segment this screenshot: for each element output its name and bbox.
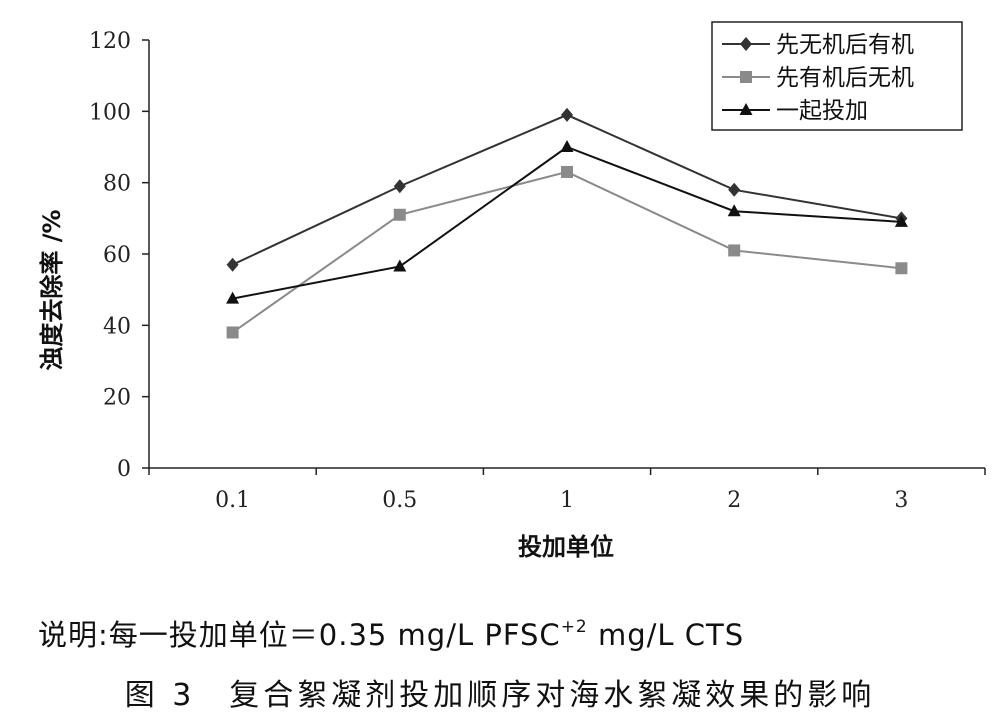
chart-note: 说明:每一投加单位＝0.35 mg/L PFSC+2 mg/L CTS <box>38 612 988 654</box>
series-2 <box>226 165 908 339</box>
legend-label: 先有机后无机 <box>776 65 914 91</box>
series-3 <box>226 140 908 304</box>
x-axis-title: 投加单位 <box>518 533 614 561</box>
series-1 <box>226 107 908 272</box>
data-point <box>561 107 573 122</box>
note-superscript: +2 <box>560 617 588 637</box>
x-tick-label: 1 <box>560 488 574 513</box>
data-point <box>895 262 908 275</box>
series-line <box>232 113 902 266</box>
legend-label: 先无机后有机 <box>776 32 914 58</box>
y-tick-label: 120 <box>89 29 131 54</box>
note-prefix: 说明:每一投加单位＝0.35 mg/L PFSC <box>38 618 561 652</box>
x-tick-label: 0.1 <box>215 488 250 513</box>
data-point <box>560 140 574 152</box>
x-tick-label: 2 <box>727 488 741 513</box>
data-point <box>727 204 741 217</box>
y-tick-label: 80 <box>103 172 131 197</box>
data-point <box>894 214 908 227</box>
y-axis-title: 浊度去除率 /% <box>38 209 66 370</box>
y-tick-label: 0 <box>117 457 131 482</box>
series-layer <box>226 107 908 339</box>
x-tick-label: 3 <box>894 488 908 513</box>
data-point <box>393 208 406 221</box>
series-line <box>232 170 902 334</box>
figure-caption: 图 3 复合絮凝剂投加顺序对海水絮凝效果的影响 <box>124 678 876 713</box>
data-point <box>226 291 240 304</box>
line-chart: 0 20 40 60 80 100 120 0.1 0.5 1 2 3 先无机后有机先有机后无机一起投… <box>38 21 986 561</box>
chart-axes: 0 20 40 60 80 100 120 0.1 0.5 1 2 3 <box>89 29 986 513</box>
legend-marker <box>740 71 752 83</box>
legend-label: 一起投加 <box>776 98 868 124</box>
y-tick-label: 20 <box>103 386 131 411</box>
data-point <box>561 165 573 178</box>
y-tick-label: 60 <box>103 243 131 268</box>
legend-marker <box>739 103 753 115</box>
x-tick-label: 0.5 <box>382 488 417 513</box>
y-tick-label: 40 <box>103 314 131 339</box>
data-point <box>226 257 239 272</box>
legend-marker <box>740 37 752 51</box>
data-point <box>393 179 406 194</box>
y-tick-label: 100 <box>89 100 131 125</box>
note-suffix: mg/L CTS <box>587 618 745 652</box>
data-point <box>728 244 741 257</box>
data-point <box>393 259 407 272</box>
data-point <box>728 182 741 197</box>
data-point <box>226 326 239 339</box>
